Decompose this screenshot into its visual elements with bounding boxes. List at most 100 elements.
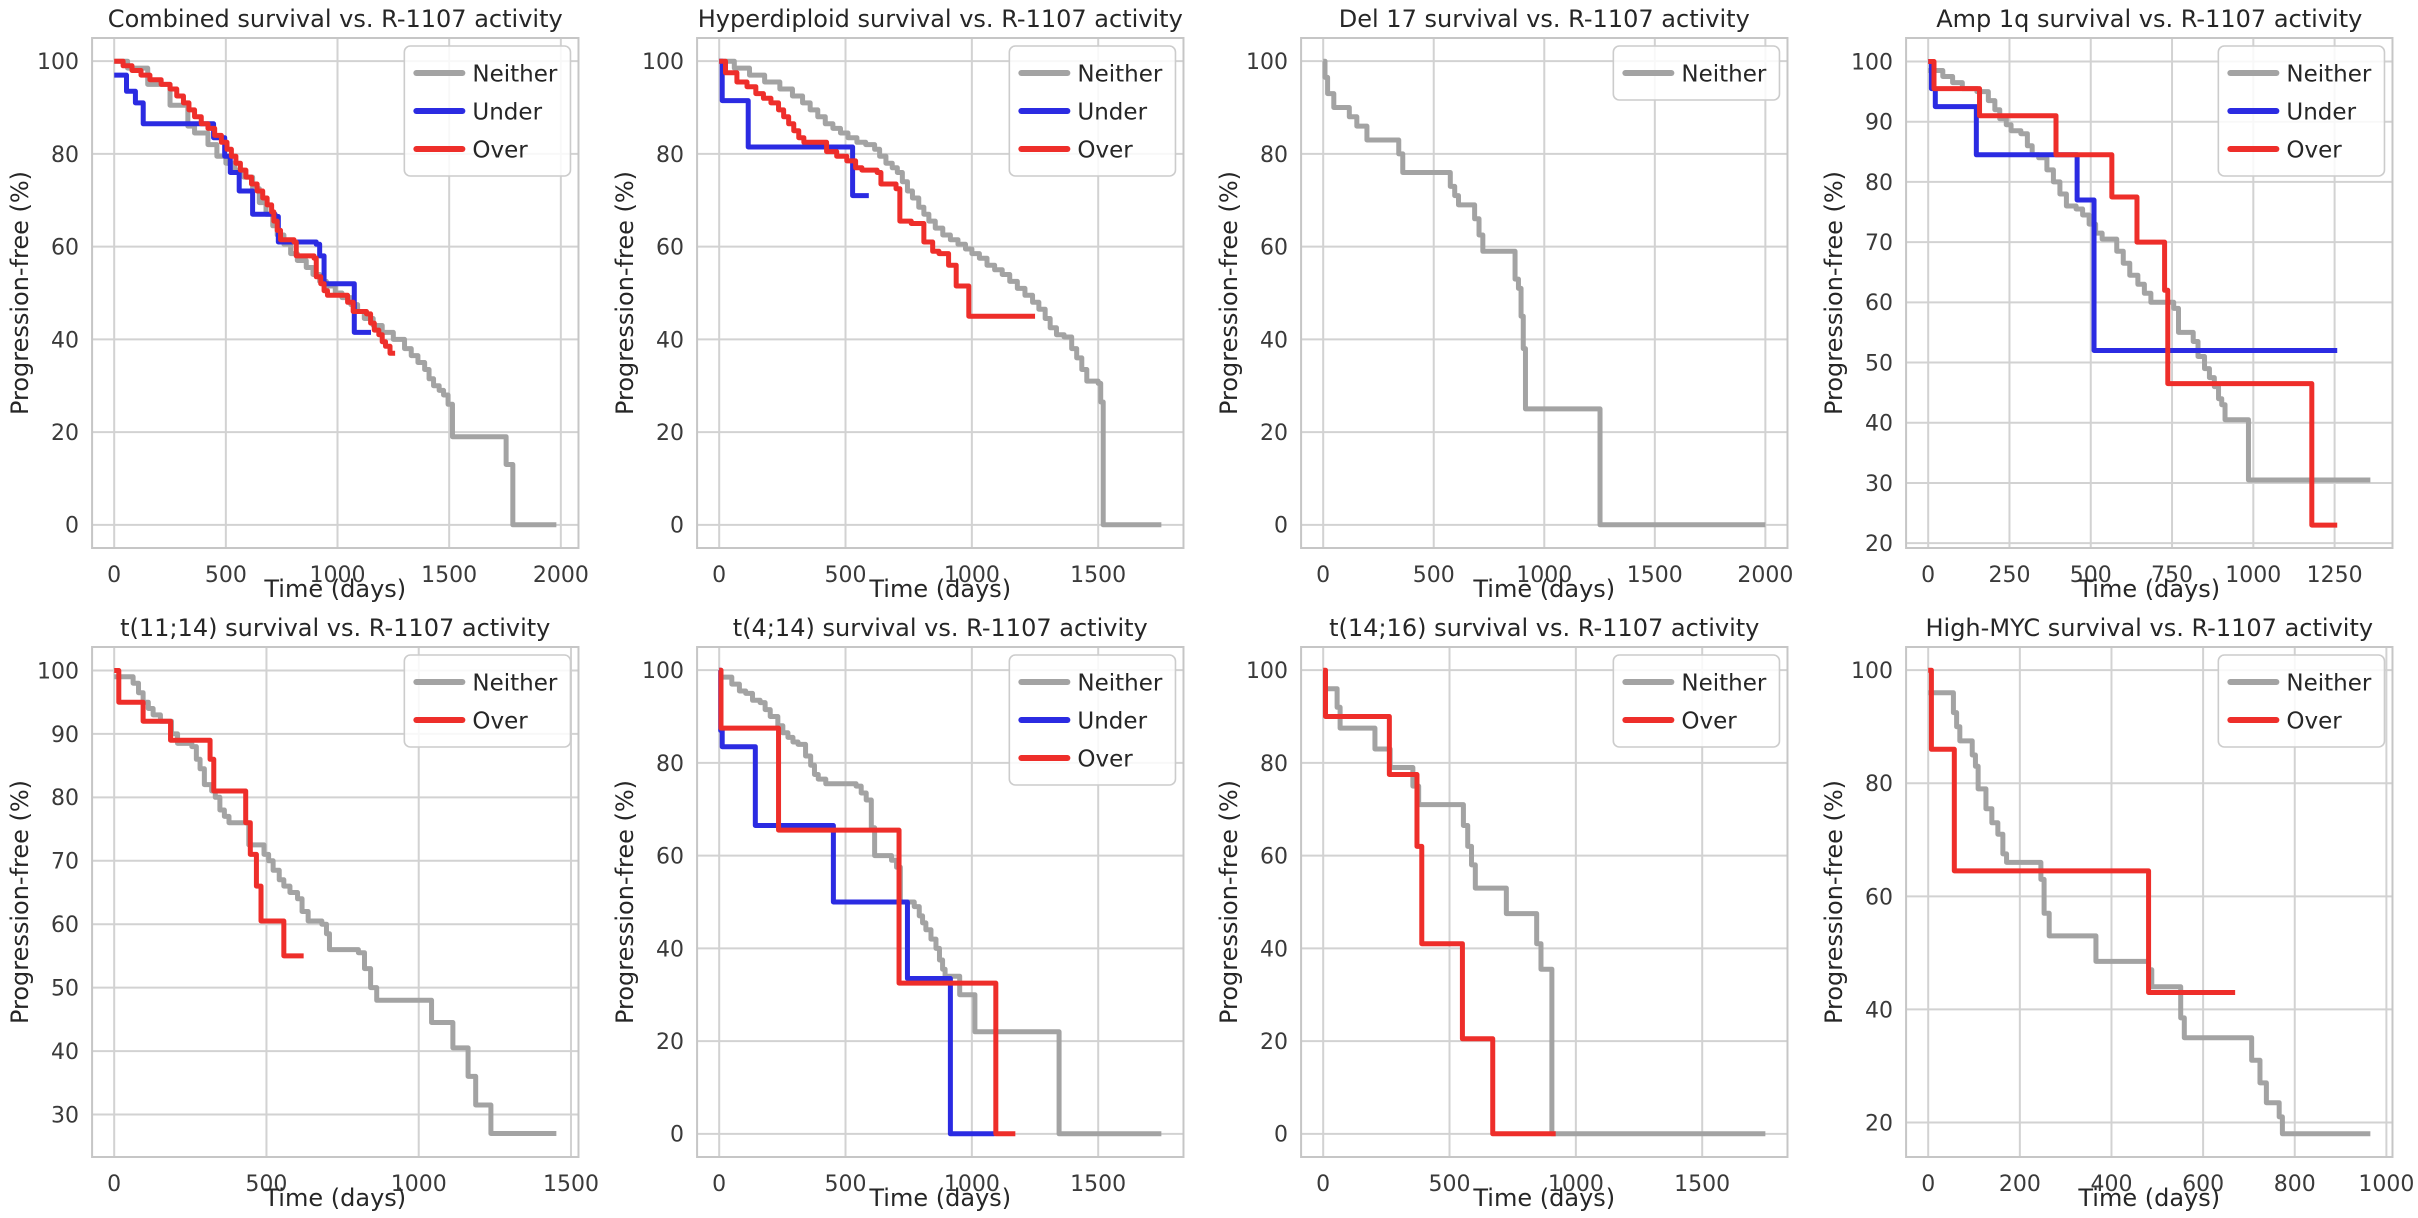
x-tick-label: 2000 — [533, 563, 589, 588]
curve-over — [717, 667, 1015, 1137]
axes-spine — [1300, 646, 1789, 1158]
x-tick-label: 0 — [712, 1172, 726, 1197]
km-plot-t11-14: 0 500 1000 1500 30 40 50 60 70 80 90 100 Time (days)… — [6, 614, 599, 1212]
x-tick-label: 1000 — [1516, 563, 1572, 588]
curve-neither — [1927, 68, 2370, 483]
legend-label-neither: Neither — [472, 670, 558, 696]
y-tick-label: 40 — [1865, 998, 1893, 1023]
chart-title: Hyperdiploid survival vs. R-1107 activit… — [697, 5, 1182, 33]
axes-spine — [91, 37, 580, 549]
legend-frame — [1612, 45, 1781, 101]
x-tick-label: 0 — [1921, 563, 1935, 588]
x-axis-label: Time (days) — [2077, 1184, 2220, 1212]
x-tick-label: 1000 — [1548, 1172, 1604, 1197]
legend-label-over: Over — [472, 708, 528, 734]
legend-label-under: Under — [1077, 99, 1147, 125]
y-tick-label: 20 — [1865, 532, 1893, 557]
y-tick-label: 0 — [1274, 1123, 1288, 1148]
y-tick-label: 70 — [51, 850, 79, 875]
x-axis-label: Time (days) — [263, 575, 406, 603]
y-tick-label: 30 — [1865, 472, 1893, 497]
x-tick-label: 1000 — [2225, 563, 2281, 588]
y-axis-label: Progression-free (%) — [611, 171, 639, 415]
y-tick-label: 0 — [1274, 514, 1288, 539]
km-plot-hyperdiploid: 0 500 1000 1500 0 20 40 60 80 100 Time (days) Progr… — [611, 5, 1184, 603]
legend: Neither Under Over — [1008, 45, 1176, 177]
legend-frame — [1008, 654, 1176, 786]
x-tick-label: 1000 — [2358, 1172, 2414, 1197]
y-tick-label: 40 — [656, 937, 684, 962]
y-tick-label: 20 — [1865, 1111, 1893, 1136]
y-tick-label: 20 — [1260, 1030, 1288, 1055]
y-tick-label: 30 — [51, 1103, 79, 1128]
curve-neither — [1323, 686, 1766, 1137]
x-axis-label: Time (days) — [1472, 1184, 1615, 1212]
y-tick-label: 40 — [1865, 412, 1893, 437]
legend-frame — [1612, 654, 1781, 748]
y-tick-label: 100 — [1851, 659, 1893, 684]
y-tick-label: 80 — [1865, 171, 1893, 196]
curve-under — [114, 72, 372, 335]
x-axis-label: Time (days) — [263, 1184, 406, 1212]
legend: Neither Over — [2217, 654, 2385, 748]
y-tick-label: 40 — [51, 328, 79, 353]
y-tick-label: 80 — [1865, 772, 1893, 797]
y-tick-label: 80 — [656, 143, 684, 168]
y-tick-label: 50 — [1865, 351, 1893, 376]
km-plot-del17: 0 500 1000 1500 2000 0 20 40 60 80 100 Time (days) P… — [1215, 5, 1793, 603]
x-tick-label: 250 — [1988, 563, 2030, 588]
legend-label-under: Under — [472, 99, 542, 125]
km-subplot-6: 0 500 1000 1500 0 20 40 60 80 100 Time (days) Progr… — [1209, 609, 1814, 1218]
x-tick-label: 0 — [107, 563, 121, 588]
km-subplot-3: 0 250 500 750 1000 1250 20 30 40 50 60 70 80 90 100 Tim… — [1814, 0, 2418, 609]
legend-label-neither: Neither — [2286, 670, 2372, 696]
y-axis-label: Progression-free (%) — [6, 171, 34, 415]
legend-label-neither: Neither — [2286, 61, 2372, 87]
y-tick-label: 80 — [1260, 752, 1288, 777]
y-tick-label: 0 — [670, 514, 684, 539]
legend-label-neither: Neither — [1681, 670, 1767, 696]
chart-title: Del 17 survival vs. R-1107 activity — [1339, 5, 1750, 33]
x-tick-label: 500 — [205, 563, 247, 588]
x-tick-label: 500 — [824, 1172, 866, 1197]
y-tick-label: 70 — [1865, 231, 1893, 256]
y-tick-label: 60 — [656, 845, 684, 870]
legend-label-neither: Neither — [472, 61, 558, 87]
x-tick-label: 1500 — [1674, 1172, 1730, 1197]
x-tick-label: 750 — [2151, 563, 2193, 588]
chart-title: Combined survival vs. R-1107 activity — [108, 5, 563, 33]
curve-over — [1927, 59, 2337, 528]
legend-frame — [403, 654, 572, 748]
axes-spine — [1904, 37, 2393, 549]
legend-label-over: Over — [2286, 137, 2342, 163]
y-tick-label: 80 — [51, 143, 79, 168]
km-subplot-5: 0 500 1000 1500 0 20 40 60 80 100 Time (days) Progr… — [605, 609, 1210, 1218]
x-tick-label: 1000 — [943, 563, 999, 588]
x-tick-label: 500 — [824, 563, 866, 588]
curve-under — [718, 58, 869, 199]
y-tick-label: 40 — [656, 328, 684, 353]
y-tick-label: 90 — [51, 723, 79, 748]
y-tick-label: 60 — [1865, 291, 1893, 316]
x-tick-label: 0 — [1316, 563, 1330, 588]
y-tick-label: 0 — [65, 514, 79, 539]
legend: Neither Over — [1612, 654, 1781, 748]
y-tick-label: 40 — [1260, 937, 1288, 962]
x-tick-label: 200 — [1998, 1172, 2040, 1197]
y-tick-label: 20 — [51, 421, 79, 446]
y-tick-label: 100 — [1246, 659, 1288, 684]
y-axis-label: Progression-free (%) — [1215, 171, 1243, 415]
x-tick-label: 1500 — [1070, 563, 1126, 588]
curve-over — [718, 58, 1035, 319]
curve-over — [114, 58, 396, 356]
x-tick-label: 500 — [245, 1172, 287, 1197]
x-tick-label: 0 — [107, 1172, 121, 1197]
y-tick-label: 100 — [642, 659, 684, 684]
legend-frame — [403, 45, 572, 177]
y-tick-label: 60 — [1260, 845, 1288, 870]
curve-over — [1927, 667, 2235, 995]
x-tick-label: 1500 — [1070, 1172, 1126, 1197]
axes-spine — [695, 646, 1184, 1158]
legend: Neither Under Over — [2217, 45, 2385, 177]
